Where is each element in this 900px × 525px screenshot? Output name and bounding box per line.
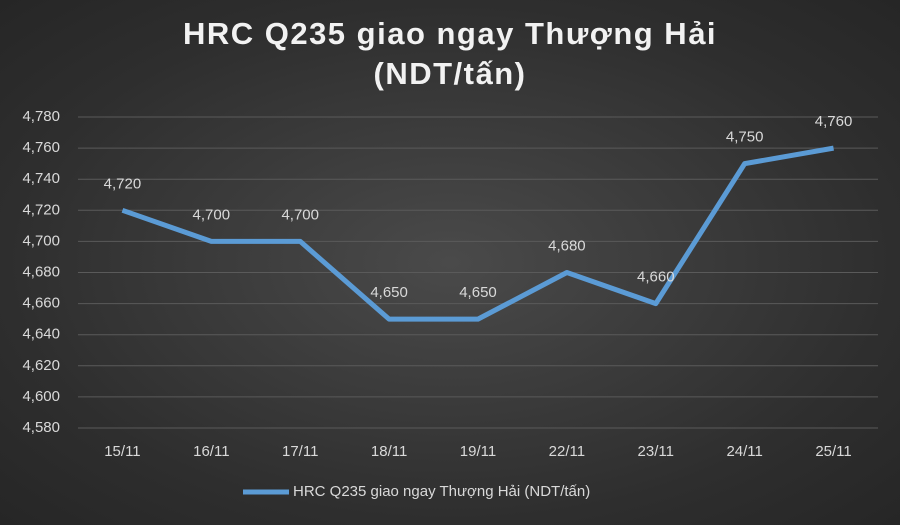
y-tick-label: 4,620 (22, 357, 60, 374)
data-label: 4,750 (726, 129, 764, 146)
data-label: 4,650 (370, 284, 408, 301)
chart-title: HRC Q235 giao ngay Thượng Hải (NDT/tấn) (182, 16, 718, 91)
y-tick-label: 4,720 (22, 201, 60, 218)
data-label: 4,760 (815, 113, 853, 130)
data-label: 4,700 (193, 206, 231, 223)
y-tick-label: 4,680 (22, 263, 60, 280)
y-tick-label: 4,700 (22, 232, 60, 249)
y-tick-label: 4,600 (22, 388, 60, 405)
data-label: 4,680 (548, 237, 586, 254)
x-tick-label: 25/11 (815, 443, 851, 460)
data-label: 4,650 (459, 284, 497, 301)
y-tick-label: 4,580 (22, 419, 60, 436)
x-tick-label: 23/11 (638, 443, 674, 460)
x-tick-label: 15/11 (104, 443, 140, 460)
data-label: 4,700 (281, 206, 319, 223)
series-line (121, 145, 834, 322)
y-tick-label: 4,640 (22, 326, 60, 343)
x-tick-label: 16/11 (193, 443, 229, 460)
data-label: 4,720 (104, 175, 142, 192)
x-tick-label: 18/11 (371, 443, 407, 460)
x-tick-label: 24/11 (726, 443, 762, 460)
x-tick-label: 22/11 (549, 443, 585, 460)
y-tick-label: 4,740 (22, 170, 60, 187)
y-tick-label: 4,780 (22, 108, 60, 125)
x-tick-label: 19/11 (460, 443, 496, 460)
x-tick-label: 17/11 (282, 443, 318, 460)
y-tick-label: 4,760 (22, 139, 60, 156)
legend-label: HRC Q235 giao ngay Thượng Hải (NDT/tấn) (293, 483, 590, 500)
data-label: 4,660 (637, 269, 675, 286)
y-tick-label: 4,660 (22, 295, 60, 312)
